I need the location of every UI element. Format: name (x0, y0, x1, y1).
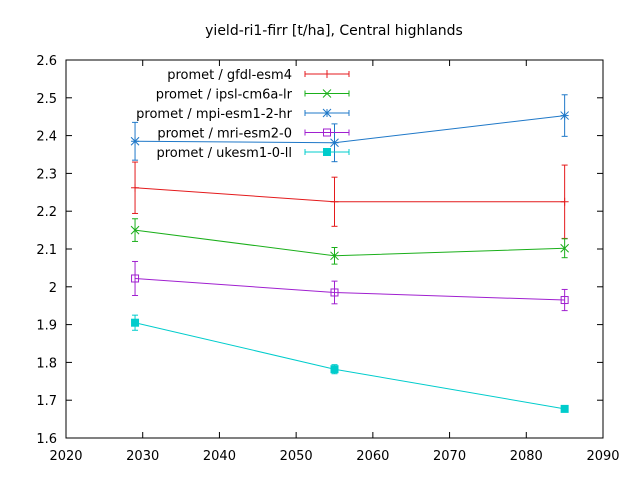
data-point (130, 225, 140, 235)
legend-item: promet / ukesm1-0-ll (156, 146, 350, 161)
y-tick-label: 1.7 (36, 394, 57, 409)
y-tick-label: 1.9 (36, 319, 57, 334)
series-line (135, 277, 565, 301)
series (131, 260, 569, 312)
legend-item: promet / gfdl-esm4 (167, 68, 350, 83)
data-point (130, 136, 140, 146)
data-point (323, 70, 331, 78)
x-tick-label: 2030 (126, 449, 159, 464)
legend-item: promet / mpi-esm1-2-hr (136, 107, 350, 122)
legend-item: promet / ipsl-cm6a-lr (156, 88, 350, 103)
marker-stroke (323, 148, 331, 156)
marker-stroke (323, 128, 331, 137)
y-tick-label: 1.6 (36, 432, 57, 447)
marker-stroke (330, 138, 339, 148)
data-point (560, 111, 569, 120)
axes: 2020 2030 2040 2050 2060 2070 2080 2090 1.6 1.7 1.… (36, 54, 619, 464)
marker-stroke (131, 274, 140, 283)
series (131, 314, 569, 413)
marker-stroke (131, 318, 140, 327)
y-tick-label: 2.3 (36, 167, 57, 182)
y-tick-label: 2 (49, 281, 57, 296)
marker-stroke (322, 89, 332, 98)
series (130, 218, 569, 265)
data-point (330, 138, 339, 148)
legend: promet / gfdl-esm4 promet / ipsl-cm6a-lr p… (136, 68, 350, 161)
y-tick-label: 2.5 (36, 92, 57, 107)
series (131, 161, 569, 239)
marker-stroke (560, 296, 569, 305)
x-tick-label: 2040 (203, 449, 236, 464)
chart-title: yield-ri1-firr [t/ha], Central highlands (205, 23, 463, 39)
data-point (560, 197, 569, 206)
marker-stroke (130, 225, 140, 235)
x-tick-label: 2070 (433, 449, 466, 464)
data-point (560, 404, 569, 413)
y-tick-label: 1.8 (36, 356, 57, 371)
legend-label: promet / ipsl-cm6a-lr (156, 88, 293, 103)
series-line (135, 187, 565, 203)
legend-label: promet / ukesm1-0-ll (156, 146, 292, 161)
legend-item: promet / mri-esm2-0 (157, 127, 350, 142)
legend-label: promet / gfdl-esm4 (167, 68, 292, 83)
data-point (322, 108, 332, 118)
data-point (330, 197, 339, 206)
series-line (134, 322, 565, 410)
data-point (131, 318, 140, 327)
legend-label: promet / mri-esm2-0 (157, 127, 292, 142)
data-point (131, 274, 140, 283)
y-tick-label: 2.2 (36, 205, 57, 220)
data-point (131, 183, 140, 192)
y-tick-label: 2.1 (36, 243, 57, 258)
marker-stroke (130, 136, 140, 146)
data-point (560, 243, 569, 253)
x-tick-label: 2050 (280, 449, 313, 464)
data-point (330, 288, 339, 297)
data-point (323, 128, 331, 137)
x-tick-label: 2060 (356, 449, 389, 464)
marker-stroke (560, 404, 569, 413)
data-point (322, 89, 332, 98)
marker-stroke (322, 108, 332, 118)
marker-stroke (560, 243, 569, 253)
data-point (323, 148, 331, 156)
data-point (560, 296, 569, 305)
data-point (330, 251, 339, 261)
series (130, 94, 569, 163)
y-tick-label: 2.6 (36, 54, 57, 69)
marker-stroke (560, 111, 569, 120)
data-point (330, 365, 339, 374)
x-tick-label: 2080 (510, 449, 543, 464)
plot-area (130, 94, 569, 413)
y-tick-label: 2.4 (36, 130, 57, 145)
marker-stroke (330, 288, 339, 297)
series-line (134, 229, 565, 257)
marker-stroke (330, 365, 339, 374)
x-tick-label: 2020 (49, 449, 82, 464)
legend-label: promet / mpi-esm1-2-hr (136, 107, 292, 122)
x-tick-label: 2090 (586, 449, 619, 464)
marker-stroke (330, 251, 339, 261)
